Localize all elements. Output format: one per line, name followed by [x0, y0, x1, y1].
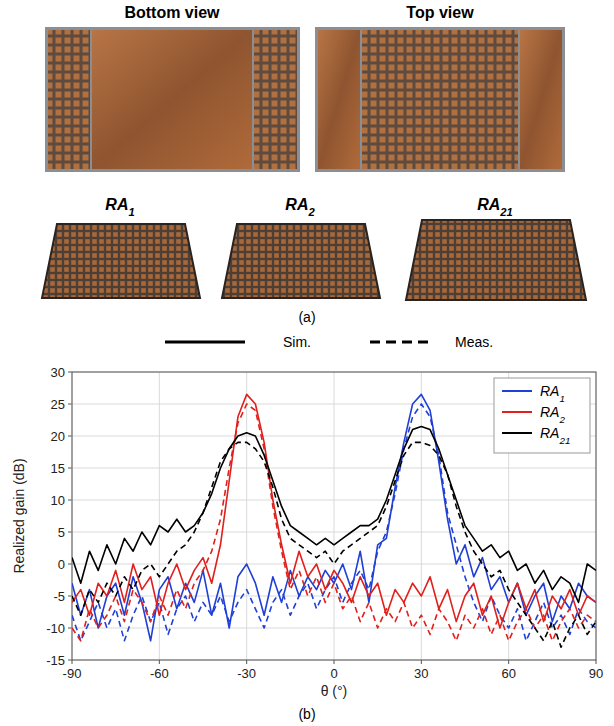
series-line — [72, 442, 596, 647]
prototype-board — [42, 224, 200, 298]
plot-frame — [72, 372, 596, 660]
panel-caption: (a) — [298, 309, 315, 325]
tick — [68, 500, 72, 501]
panel-a: Bottom viewTop viewRA1RA2RA21(a) — [42, 4, 586, 325]
legend-swatch — [502, 390, 532, 392]
panel-b: Sim.Meas.-15-10-5051015202530-90-60-3003… — [11, 334, 603, 722]
legend-box — [494, 378, 590, 453]
y-tick-label: 30 — [51, 365, 65, 380]
board-copper — [520, 30, 562, 169]
y-axis-title: Realized gain (dB) — [11, 458, 27, 573]
tick — [72, 660, 73, 664]
text-sub: 1 — [559, 393, 564, 404]
prototype-label: RA1 — [105, 196, 134, 218]
style-legend-line — [165, 341, 245, 344]
y-tick-label: -5 — [53, 589, 65, 604]
x-tick-label: 60 — [501, 666, 515, 681]
y-tick-label: 0 — [58, 557, 65, 572]
board-cells — [362, 30, 518, 169]
grid-line — [159, 372, 160, 660]
view-title: Top view — [406, 4, 474, 21]
x-axis-title: θ (°) — [321, 683, 348, 699]
style-legend-text: Sim. — [283, 334, 311, 350]
tick — [68, 532, 72, 533]
legend: RA1RA2RA21 — [494, 378, 590, 453]
board-copper — [92, 30, 252, 169]
text-main: RA — [540, 425, 559, 441]
board-frame — [45, 27, 300, 172]
tick — [421, 660, 422, 664]
tick — [68, 660, 72, 661]
y-tick-label: 5 — [58, 525, 65, 540]
grid-line — [246, 372, 247, 660]
y-tick-label: 10 — [51, 493, 65, 508]
style-legend-text: Meas. — [455, 334, 493, 350]
legend-swatch — [502, 411, 532, 413]
tick — [334, 660, 335, 664]
tick — [68, 404, 72, 405]
view-title: Bottom view — [124, 4, 220, 21]
tick — [68, 372, 72, 373]
text-sub: 2 — [307, 206, 315, 218]
tick — [246, 660, 247, 664]
y-tick-label: 25 — [51, 397, 65, 412]
tick — [68, 564, 72, 565]
legend-text: RA21 — [540, 425, 570, 446]
text-main: RA — [540, 404, 559, 420]
tick — [68, 436, 72, 437]
plot-area — [72, 372, 596, 660]
tick — [596, 660, 597, 664]
text-main: RA — [477, 196, 500, 213]
prototype-label: RA2 — [285, 196, 315, 218]
x-tick-label: 30 — [414, 666, 428, 681]
tick — [68, 628, 72, 629]
text-sub: 21 — [558, 435, 570, 446]
tick — [68, 596, 72, 597]
panel-caption: (b) — [298, 706, 315, 722]
prototype-board — [406, 220, 586, 300]
text-sub: 21 — [499, 206, 512, 218]
x-tick-label: 90 — [589, 666, 603, 681]
x-tick-label: -90 — [63, 666, 82, 681]
tick — [68, 468, 72, 469]
grid-line — [334, 372, 335, 660]
text-main: RA — [540, 383, 559, 399]
y-tick-label: 20 — [51, 429, 65, 444]
figure: Bottom viewTop viewRA1RA2RA21(a)Sim.Meas… — [0, 0, 614, 726]
text-main: RA — [105, 196, 128, 213]
prototype-label: RA21 — [477, 196, 513, 218]
text-sub: 2 — [558, 414, 565, 425]
x-tick-label: 0 — [330, 666, 337, 681]
text-sub: 1 — [128, 206, 134, 218]
board-cells — [254, 30, 297, 169]
style-legend-line — [370, 341, 430, 344]
tick — [159, 660, 160, 664]
legend-text: RA1 — [540, 383, 565, 404]
board-copper — [318, 30, 360, 169]
series-group — [72, 394, 596, 647]
x-tick-label: -60 — [150, 666, 169, 681]
legend-swatch — [502, 432, 532, 434]
tick — [508, 660, 509, 664]
board-frame — [315, 27, 565, 172]
legend-text: RA2 — [540, 404, 565, 425]
y-tick-label: 15 — [51, 461, 65, 476]
prototype-board — [222, 224, 380, 298]
y-tick-label: -10 — [46, 621, 65, 636]
x-tick-label: -30 — [237, 666, 256, 681]
board-cells — [48, 30, 90, 169]
text-main: RA — [285, 196, 308, 213]
